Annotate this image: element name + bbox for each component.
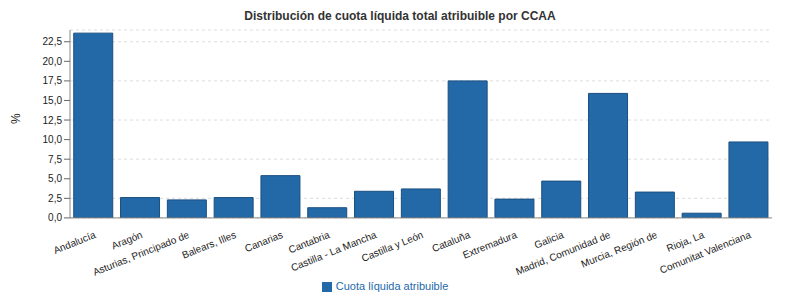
svg-text:15,0: 15,0 [43, 95, 63, 106]
svg-text:0,0: 0,0 [48, 212, 62, 223]
svg-text:2,5: 2,5 [48, 193, 62, 204]
svg-text:7,5: 7,5 [48, 154, 62, 165]
svg-text:5,0: 5,0 [48, 173, 62, 184]
svg-text:Cantabria: Cantabria [286, 229, 332, 256]
svg-text:Canarias: Canarias [243, 229, 284, 254]
svg-text:10,0: 10,0 [43, 134, 63, 145]
svg-text:Asturias, Principado de: Asturias, Principado de [91, 229, 191, 278]
html-text:Cuota líquida atribuible: Cuota líquida atribuible [335, 279, 449, 292]
svg-text:Madrid, Comunidad de: Madrid, Comunidad de [514, 229, 612, 278]
svg-text:Castilla - La Mancha: Castilla - La Mancha [289, 229, 378, 274]
svg-text:20,0: 20,0 [43, 56, 63, 67]
svg-text:Aragón: Aragón [109, 229, 144, 252]
svg-text:12,5: 12,5 [43, 115, 63, 126]
svg-text:Comunitat Valenciana: Comunitat Valenciana [658, 229, 753, 276]
svg-text:17,5: 17,5 [43, 75, 63, 86]
svg-text:Balears, Illes: Balears, Illes [180, 229, 237, 261]
svg-text:Murcia, Región de: Murcia, Región de [579, 229, 659, 270]
html-text:Distribución de cuota líquida: Distribución de cuota líquida total atri… [244, 9, 556, 23]
svg-text:Castilla y León: Castilla y León [360, 229, 425, 264]
svg-text:Galicia: Galicia [532, 229, 566, 251]
svg-text:22,5: 22,5 [43, 36, 63, 47]
svg-text:Andalucía: Andalucía [52, 229, 98, 256]
svg-text:Rioja, La: Rioja, La [664, 229, 706, 254]
svg-text:Extremadura: Extremadura [461, 229, 519, 261]
svg-text:%: % [9, 113, 23, 124]
svg-text:Cataluña: Cataluña [430, 229, 472, 255]
